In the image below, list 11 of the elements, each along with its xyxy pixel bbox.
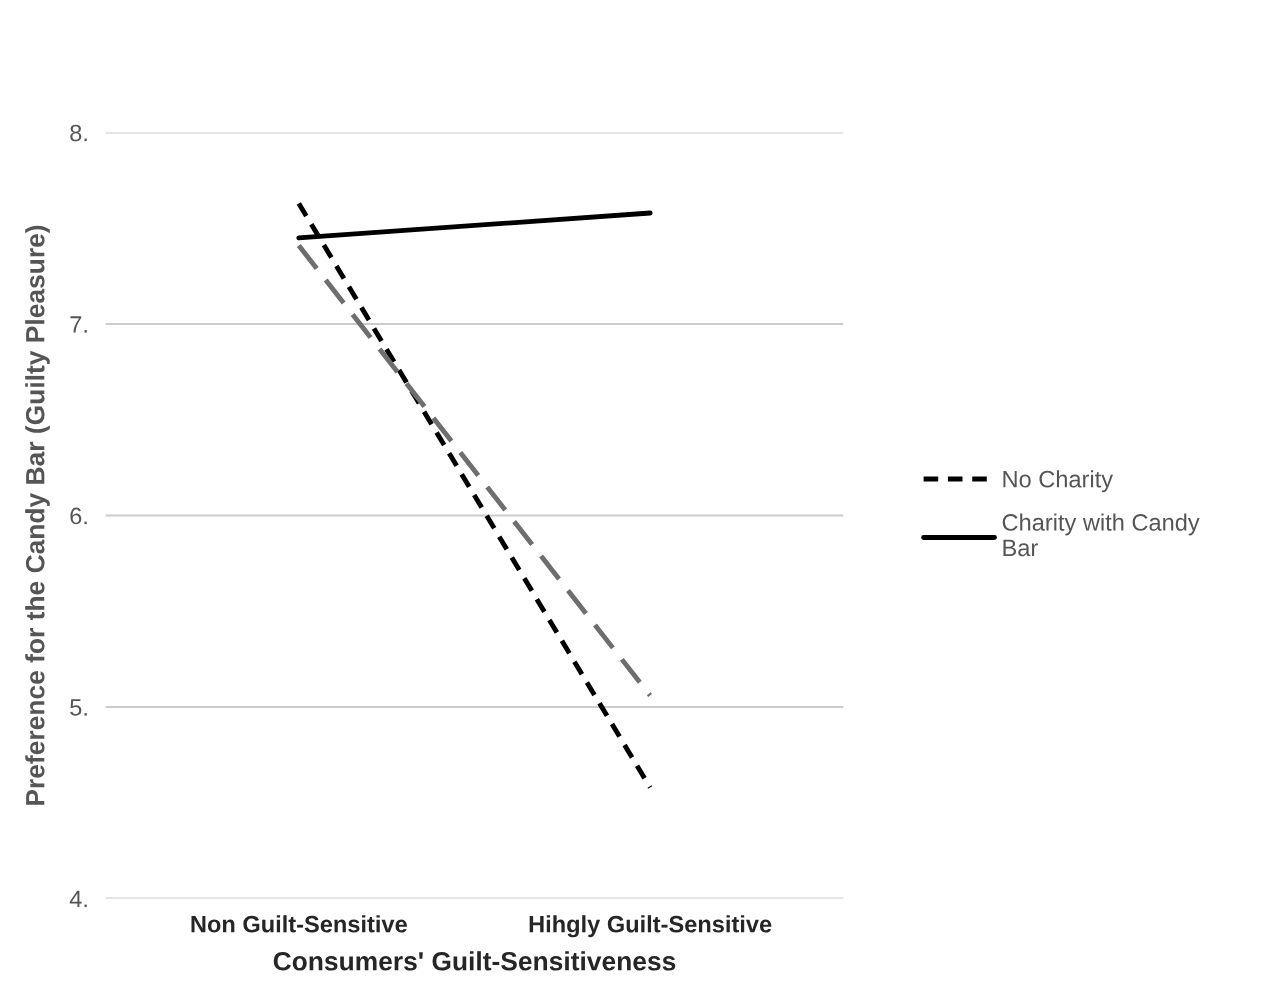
x-tick-label: Non Guilt-Sensitive [191, 915, 407, 933]
y-tick-label: 7. [70, 316, 87, 333]
y-tick-label: 4. [69, 890, 87, 908]
y-axis-title: Preference for the Candy Bar (Guilty Pleasure) [25, 225, 50, 805]
x-axis-title: Consumers' Guilt-Sensitiveness [273, 951, 676, 971]
y-tick-label: 5. [70, 699, 87, 716]
y-tick-label: 8. [70, 124, 87, 142]
legend-label: No Charity [1003, 470, 1114, 493]
legend-label: Charity with Candy Bar [1002, 513, 1200, 557]
x-tick-label: Hihgly Guilt-Sensitive [529, 915, 772, 938]
y-tick-label: 6. [70, 507, 87, 525]
